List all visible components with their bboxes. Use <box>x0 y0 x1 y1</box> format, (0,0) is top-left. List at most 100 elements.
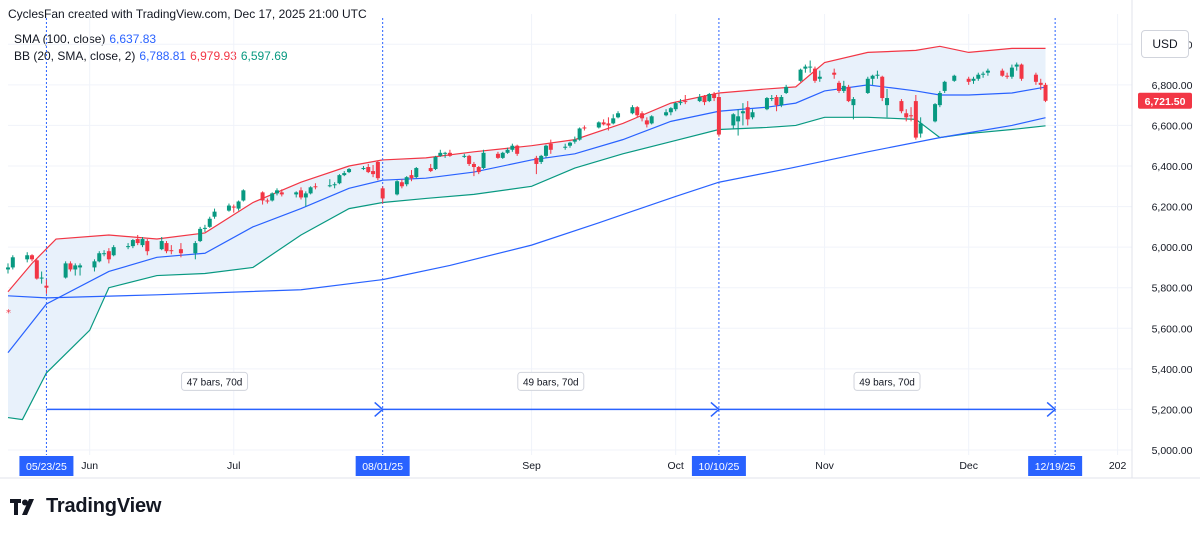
candle-body <box>178 249 183 254</box>
candle-body <box>563 146 568 148</box>
candle-body <box>443 152 448 154</box>
candle-body <box>164 243 169 252</box>
candle-body <box>971 78 976 81</box>
candle-body <box>630 107 635 114</box>
time-tick-label: Jun <box>81 460 98 472</box>
candle-body <box>1038 82 1043 85</box>
candle-body <box>198 228 203 242</box>
marker-date-label: 05/23/25 <box>26 461 67 473</box>
candle-body <box>10 257 15 268</box>
range-label-box <box>181 371 249 391</box>
last-price-tag <box>1138 92 1192 109</box>
candle-body <box>548 143 553 150</box>
price-tick-label: 6,200.00 <box>1152 202 1193 214</box>
candle-body <box>534 157 539 164</box>
candle-body <box>433 156 438 170</box>
candle-body <box>347 169 352 173</box>
range-label-box <box>517 371 585 391</box>
legend-row-sma[interactable]: SMA (100, close) 6,637.83 <box>14 31 288 48</box>
price-tick-label: 5,000.00 <box>1152 445 1193 457</box>
price-tick-label: 5,200.00 <box>1152 404 1193 416</box>
range-label: 49 bars, 70d <box>859 377 915 388</box>
candle-body <box>236 201 241 209</box>
candle-body <box>6 267 10 270</box>
last-price-label: 6,721.50 <box>1145 96 1186 108</box>
candle-body <box>985 70 990 73</box>
price-tick-label: 6,400.00 <box>1152 161 1193 173</box>
candle-body <box>332 184 337 186</box>
candle-body <box>193 243 198 254</box>
marker-date-box <box>19 456 74 476</box>
candle-body <box>913 101 918 138</box>
candle-body <box>476 167 481 173</box>
candle-body <box>880 76 885 99</box>
candle-body <box>678 102 683 104</box>
chart-caption: CyclesFan created with TradingView.com, … <box>8 7 367 21</box>
candle-body <box>399 182 404 187</box>
candle-body <box>404 177 409 185</box>
candle-body <box>1043 84 1048 101</box>
candle-body <box>803 66 808 69</box>
candle-body <box>611 118 616 124</box>
currency-button[interactable]: USD <box>1141 30 1189 58</box>
candle-body <box>731 114 736 126</box>
candle-body <box>736 116 741 122</box>
candle-body <box>870 75 875 79</box>
candle-body <box>510 145 515 150</box>
time-tick-label: Jul <box>227 460 240 472</box>
candle-body <box>683 101 688 103</box>
price-tick-label: 5,400.00 <box>1152 364 1193 376</box>
time-tick-label: Dec <box>959 460 978 472</box>
candle-body <box>515 145 520 154</box>
candle-body <box>601 122 606 125</box>
candle-body <box>438 152 443 156</box>
date-marker-lines <box>45 18 1056 455</box>
candle-body <box>572 139 577 142</box>
time-tick-label: Nov <box>815 460 834 472</box>
candle-body <box>582 127 587 129</box>
candle-body <box>313 186 318 188</box>
candle-body <box>409 175 414 179</box>
candle-body <box>106 251 111 260</box>
candle-body <box>327 185 332 187</box>
candle-body <box>303 193 308 198</box>
legend-row-bb[interactable]: BB (20, SMA, close, 2) 6,788.81 6,979.93 6,… <box>14 48 288 65</box>
axes <box>0 0 1200 479</box>
candle-body <box>169 250 174 252</box>
candle-body <box>92 261 97 268</box>
indicator-legend: SMA (100, close) 6,637.83 BB (20, SMA, cl… <box>14 31 288 65</box>
price-tick-label: 5,800.00 <box>1152 283 1193 295</box>
band-fill-area <box>8 46 1046 420</box>
candle-body <box>712 93 717 99</box>
marker-date-label: 12/19/25 <box>1035 461 1076 473</box>
candle-body <box>130 240 135 247</box>
candle-body <box>1033 74 1038 82</box>
candles: * <box>6 60 1048 319</box>
candle-body <box>952 75 957 81</box>
candle-body <box>933 104 938 122</box>
bb-lower-value: 6,597.69 <box>240 49 288 63</box>
candle-body <box>471 163 476 168</box>
candle-body <box>207 218 212 227</box>
bb-basis-value: 6,788.81 <box>139 49 187 63</box>
candle-body <box>467 155 472 164</box>
candle-body <box>966 78 971 82</box>
candle-body <box>231 206 236 208</box>
date-range-measures[interactable]: 47 bars, 70d 49 bars, 70d 49 bars, 70d <box>46 371 1057 417</box>
candle-body <box>841 85 846 91</box>
candle-body <box>885 98 890 106</box>
sma-value: 6,637.83 <box>109 32 157 46</box>
candle-body <box>25 255 30 260</box>
price-tick-label: 6,800.00 <box>1152 80 1193 92</box>
candle-body <box>135 239 140 244</box>
candle-body <box>265 200 270 202</box>
candle-body <box>140 239 145 246</box>
candle-body <box>111 247 116 256</box>
candle-body <box>769 98 774 100</box>
candle-body <box>808 66 813 68</box>
candle-body <box>226 205 231 211</box>
candle-body <box>543 145 548 156</box>
candle-body <box>740 111 745 114</box>
candle-body <box>981 73 986 75</box>
